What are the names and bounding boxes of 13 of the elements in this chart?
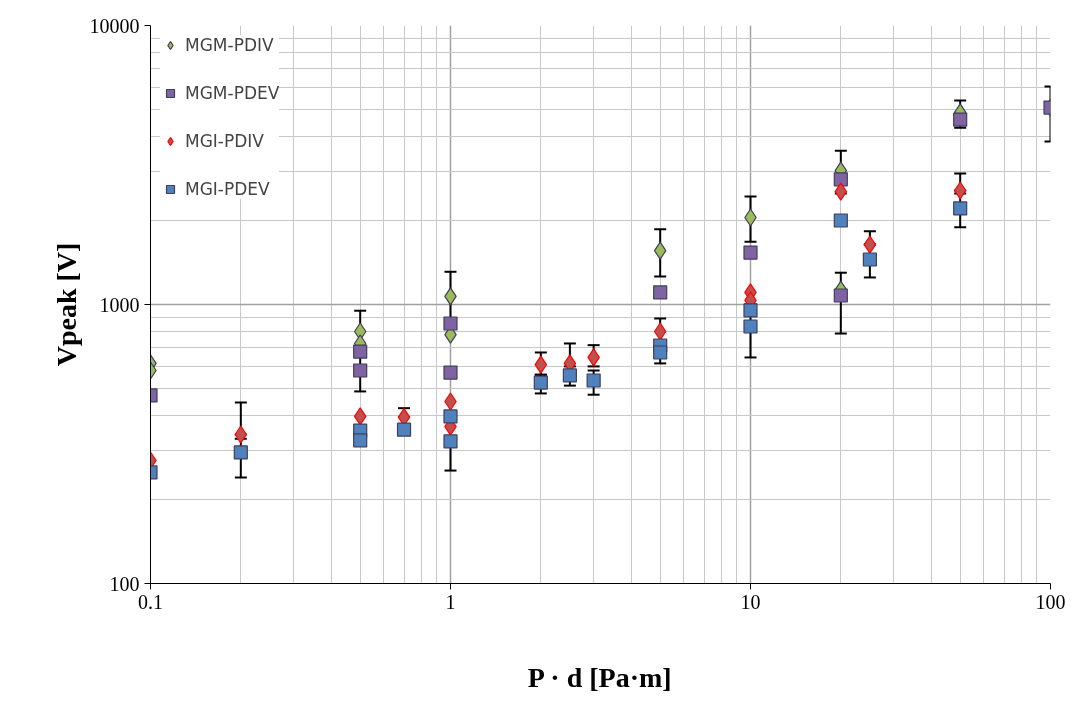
x-tick-label: 0.1 bbox=[138, 590, 163, 613]
x-axis-title: P · d [Pa·m] bbox=[527, 661, 672, 693]
x-tick-label: 10 bbox=[740, 590, 761, 613]
legend-label: MGI-PDIV bbox=[185, 131, 264, 151]
y-tick-label: 100 bbox=[109, 572, 140, 595]
legend-label: MGI-PDEV bbox=[185, 179, 270, 199]
y-tick-label: 1000 bbox=[99, 293, 140, 316]
y-axis-title: Vpeak [V] bbox=[50, 242, 82, 367]
legend-label: MGM-PDIV bbox=[185, 35, 274, 55]
x-tick-label: 1 bbox=[445, 590, 456, 613]
y-tick-label: 10000 bbox=[89, 14, 140, 37]
x-tick-label: 100 bbox=[1035, 590, 1066, 613]
legend-label: MGM-PDEV bbox=[185, 83, 280, 103]
